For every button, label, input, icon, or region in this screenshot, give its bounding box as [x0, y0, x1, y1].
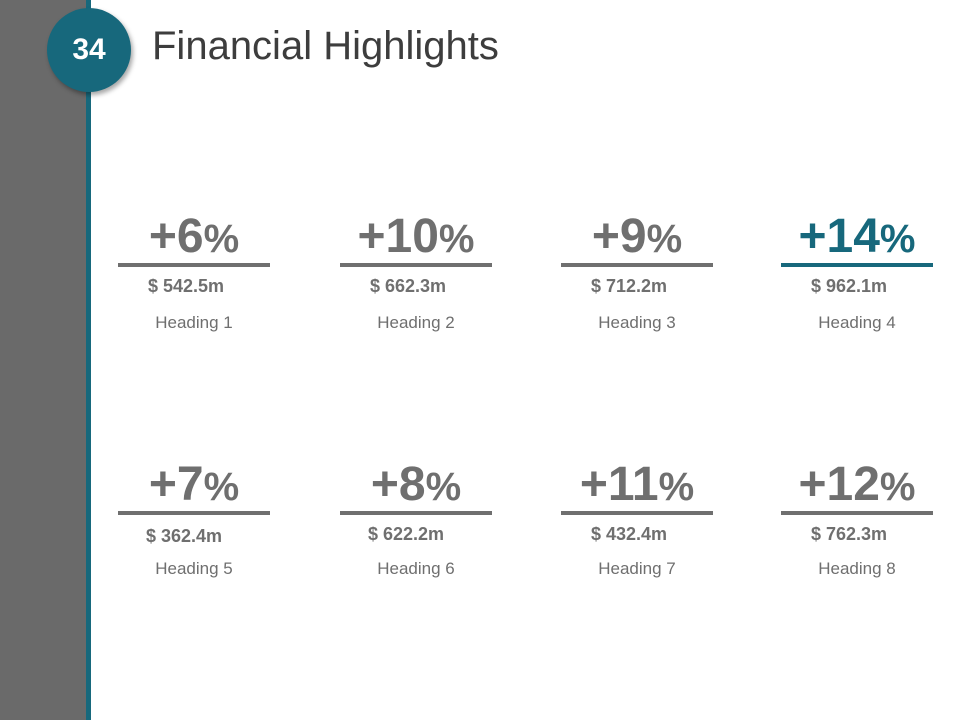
metric-underline	[561, 263, 713, 267]
metric-amount: $ 712.2m	[591, 276, 668, 296]
metric-card-3: +9% $ 712.2m Heading 3	[561, 211, 713, 341]
metric-heading: Heading 5	[155, 559, 233, 578]
metric-amount: $ 662.3m	[370, 276, 447, 296]
metric-underline	[340, 263, 492, 267]
metric-heading: Heading 3	[598, 313, 676, 332]
metric-underline	[781, 263, 933, 267]
metric-percent: +11%	[579, 458, 695, 511]
metric-underline	[118, 511, 270, 515]
metric-amount: $ 432.4m	[591, 524, 668, 544]
metric-heading: Heading 1	[155, 313, 233, 332]
metric-percent: +8%	[370, 458, 462, 511]
metric-card-2: +10% $ 662.3m Heading 2	[340, 211, 492, 341]
metric-underline	[340, 511, 492, 515]
page-title: Financial Highlights	[152, 24, 499, 68]
metric-card-8: +12% $ 762.3m Heading 8	[781, 459, 933, 589]
metric-percent: +14%	[798, 210, 916, 263]
metric-card-5: +7% $ 362.4m Heading 5	[118, 459, 270, 589]
metric-card-1: +6% $ 542.5m Heading 1	[118, 211, 270, 341]
metric-card-6: +8% $ 622.2m Heading 6	[340, 459, 492, 589]
metric-heading: Heading 8	[818, 559, 896, 578]
metric-percent: +6%	[148, 210, 240, 263]
metric-percent: +9%	[591, 210, 683, 263]
metric-amount: $ 962.1m	[811, 276, 888, 296]
metric-amount: $ 622.2m	[368, 524, 445, 544]
metric-card-4: +14% $ 962.1m Heading 4	[781, 211, 933, 341]
metric-percent: +12%	[798, 458, 916, 511]
metric-percent: +10%	[357, 210, 475, 263]
metric-heading: Heading 7	[598, 559, 676, 578]
metric-card-7: +11% $ 432.4m Heading 7	[561, 459, 713, 589]
metric-underline	[561, 511, 713, 515]
metric-heading: Heading 2	[377, 313, 455, 332]
metric-underline	[118, 263, 270, 267]
metric-amount: $ 362.4m	[146, 526, 223, 546]
metric-percent: +7%	[148, 458, 240, 511]
metric-amount: $ 762.3m	[811, 524, 888, 544]
metric-heading: Heading 6	[377, 559, 455, 578]
slide-number: 34	[72, 33, 106, 66]
sidebar-panel	[0, 0, 86, 720]
metric-heading: Heading 4	[818, 313, 896, 332]
sidebar-divider	[86, 0, 91, 720]
metric-amount: $ 542.5m	[148, 276, 225, 296]
metric-underline	[781, 511, 933, 515]
slide-number-badge: 34	[47, 8, 131, 92]
